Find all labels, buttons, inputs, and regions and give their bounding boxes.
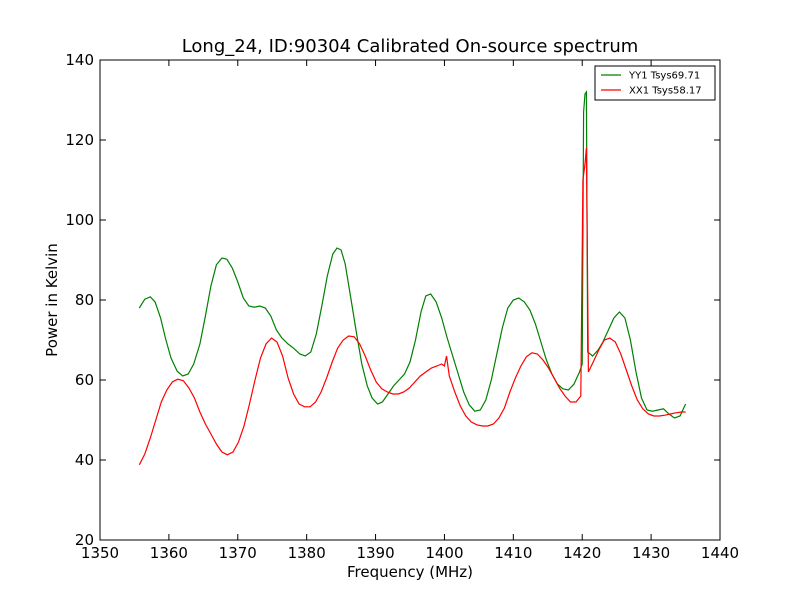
chart-title: Long_24, ID:90304 Calibrated On-source s… xyxy=(182,36,639,57)
y-tick-label: 140 xyxy=(65,51,94,69)
plot-frame xyxy=(99,59,721,541)
x-tick-label: 1420 xyxy=(563,544,601,562)
y-tick-label: 100 xyxy=(65,211,94,229)
x-tick-label: 1400 xyxy=(425,544,463,562)
x-tick-label: 1440 xyxy=(701,544,739,562)
legend-label-0: YY1 Tsys69.71 xyxy=(628,71,700,82)
series-line-0 xyxy=(138,90,687,419)
x-tick-label: 1410 xyxy=(494,544,532,562)
x-tick-label: 1430 xyxy=(632,544,670,562)
x-tick-label: 1390 xyxy=(356,544,394,562)
y-axis-label: Power in Kelvin xyxy=(43,243,61,357)
legend-label-1: XX1 Tsys58.17 xyxy=(629,86,702,97)
plot-area xyxy=(138,90,687,466)
axis-ticks: 1350 1360 1370 1380 1390 1400 1410 1420 1430 1440… xyxy=(65,51,739,562)
legend-box xyxy=(594,65,716,101)
y-tick-label: 120 xyxy=(65,131,94,149)
x-tick-label: 1380 xyxy=(288,544,326,562)
x-tick-label: 1350 xyxy=(81,544,119,562)
x-tick-label: 1360 xyxy=(150,544,188,562)
y-tick-label: 80 xyxy=(75,291,94,309)
legend: YY1 Tsys69.71 XX1 Tsys58.17 xyxy=(594,65,716,101)
x-axis-label: Frequency (MHz) xyxy=(347,563,473,581)
x-tick-label: 1370 xyxy=(219,544,257,562)
y-tick-label: 40 xyxy=(75,451,94,469)
y-tick-label: 20 xyxy=(75,531,94,549)
series-line-1 xyxy=(138,147,686,466)
y-tick-label: 60 xyxy=(75,371,94,389)
